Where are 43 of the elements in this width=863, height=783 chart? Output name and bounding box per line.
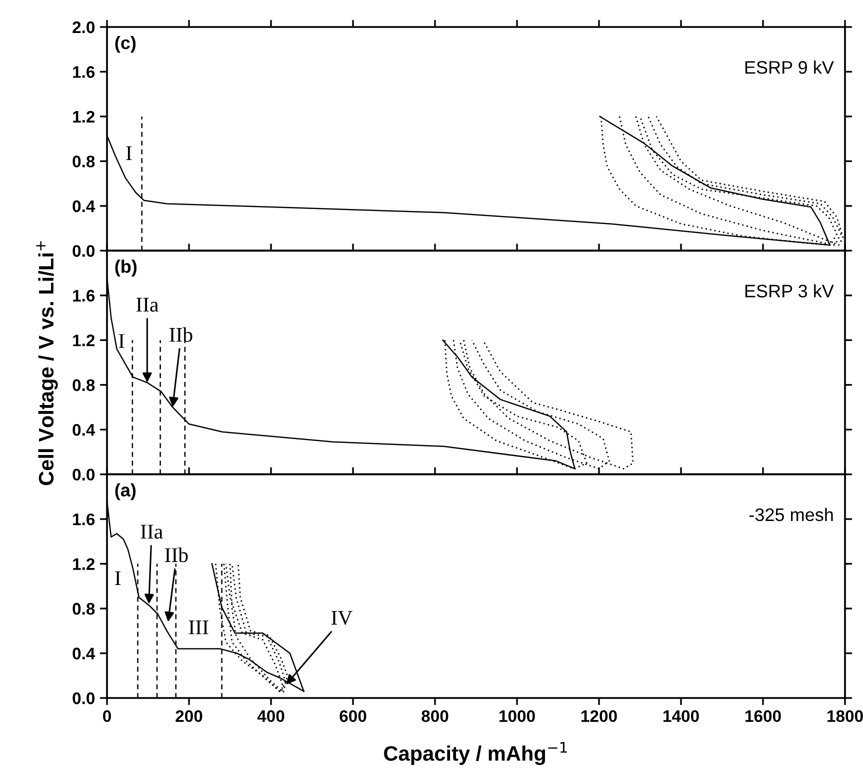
y-tick-label: 0.4	[72, 424, 96, 436]
y-tick-label: 0.8	[72, 156, 95, 168]
annotation: IIa	[140, 524, 163, 539]
x-tick-label: 1200	[582, 710, 617, 722]
x-tick-label: 800	[422, 710, 448, 722]
y-tick-label: 1.6	[73, 290, 95, 302]
y-tick-label: 0.4	[72, 200, 96, 212]
x-tick-label: 200	[176, 710, 202, 722]
annotation: I	[118, 334, 124, 348]
y-tick-label: 1.2	[73, 110, 95, 123]
x-tick-label: 1400	[664, 710, 699, 722]
y-tick-label: 1.6	[73, 66, 95, 78]
y-tick-label: 1.6	[73, 513, 95, 526]
y-tick-label: 0.0	[72, 692, 95, 704]
annotation: IIb	[165, 548, 188, 562]
annotation: III	[188, 620, 208, 634]
x-tick-label: 1800	[828, 710, 863, 722]
y-tick-label: 0.4	[72, 648, 96, 660]
annotation: (c)	[115, 36, 136, 53]
x-axis-title: Capacity / mAhg$^{−1}$	[384, 742, 567, 766]
y-tick-label: 0.0	[72, 468, 95, 481]
annotation: ESRP 3 kV	[745, 284, 834, 298]
y-tick-label: 2.0	[72, 21, 95, 34]
x-tick-label: 1600	[746, 710, 781, 722]
annotation: I	[126, 146, 132, 160]
annotation: ESRP 9 kV	[745, 60, 834, 74]
y-axis-title: Cell Voltage / V vs. Li/Li$^{+}$	[36, 241, 58, 486]
y-tick-label: 0.8	[72, 602, 95, 615]
annotation: -325 mesh	[749, 508, 833, 522]
annotation: (a)	[115, 483, 136, 500]
x-tick-label: 400	[257, 710, 284, 722]
annotation: IIb	[170, 327, 192, 342]
y-tick-label: 1.2	[73, 558, 95, 570]
x-tick-label: 600	[340, 710, 366, 722]
x-tick-label: 0	[103, 710, 111, 722]
annotation: IIa	[136, 298, 158, 312]
y-tick-label: 1.2	[73, 334, 95, 346]
y-tick-label: 0.0	[72, 245, 95, 257]
x-tick-label: 1000	[500, 710, 535, 722]
annotation: I	[115, 571, 121, 585]
annotation: (b)	[115, 260, 137, 276]
y-tick-label: 0.8	[72, 379, 95, 392]
annotation: IV	[331, 610, 352, 625]
